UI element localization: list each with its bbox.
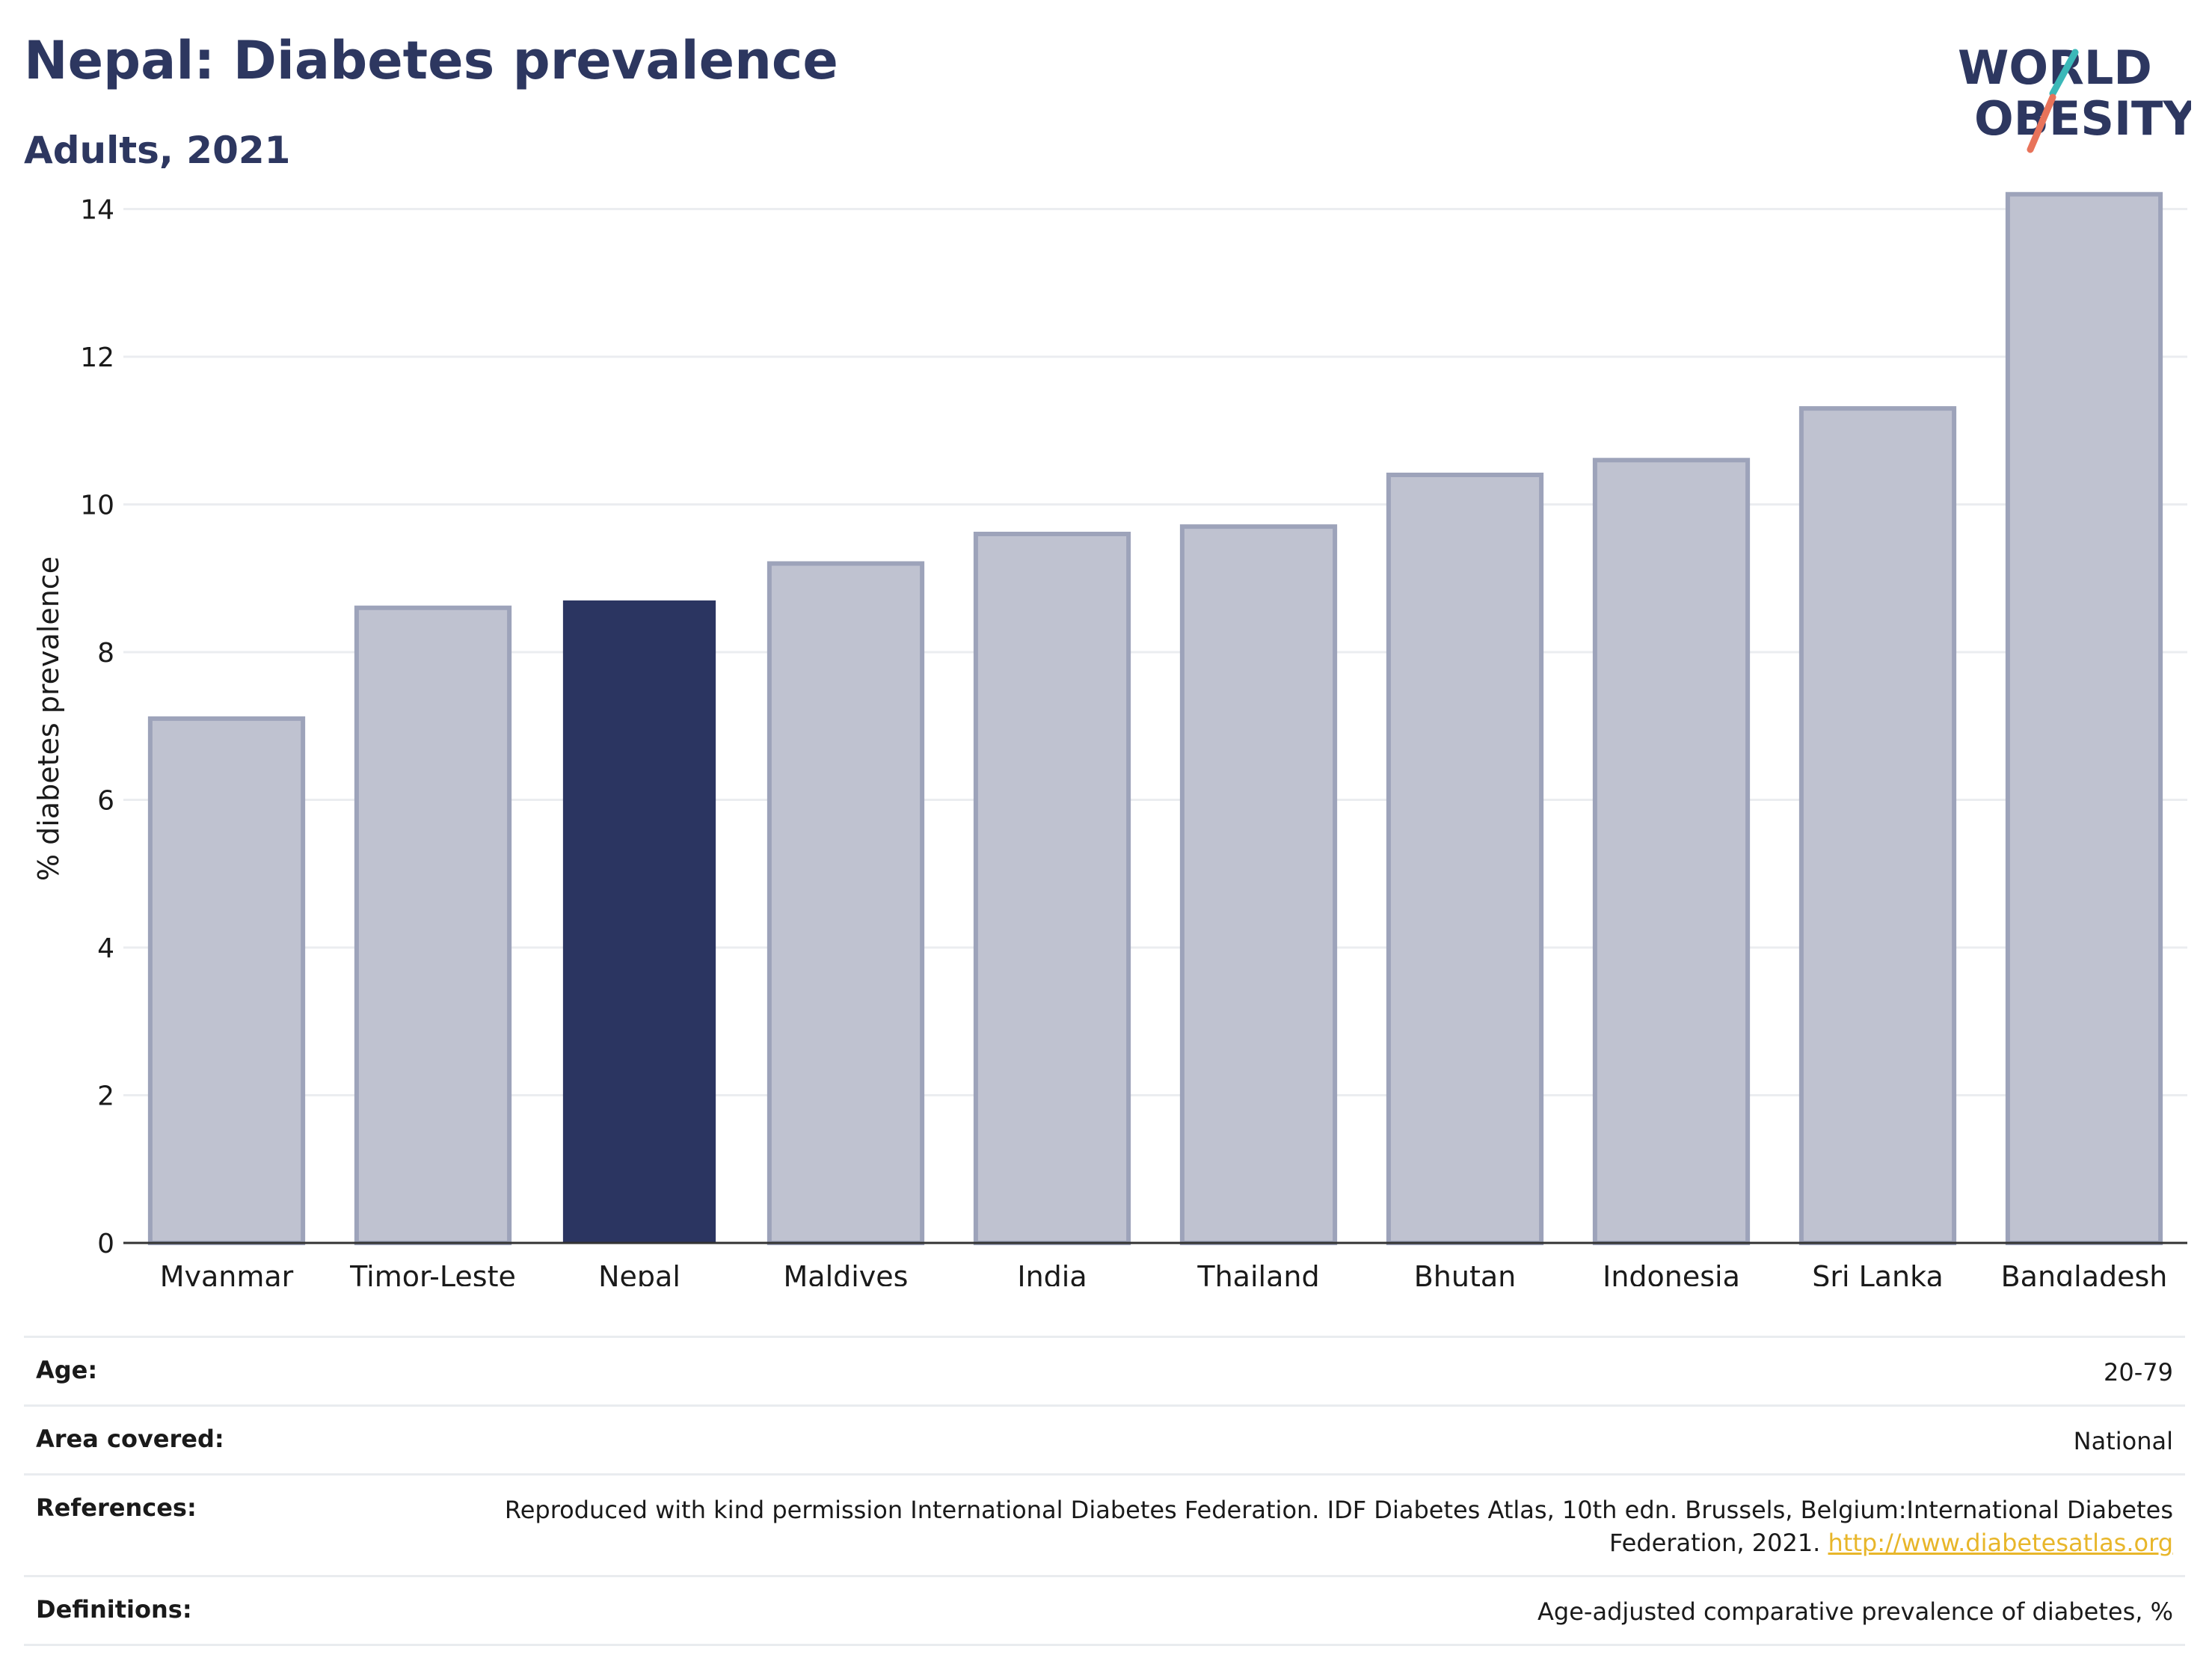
- page-title: Nepal: Diabetes prevalence: [24, 30, 838, 91]
- details-label: Definitions:: [36, 1595, 192, 1624]
- details-label: Area covered:: [36, 1424, 224, 1453]
- x-tick-label: Maldives: [784, 1260, 909, 1286]
- y-axis-label: % diabetes prevalence: [32, 556, 65, 881]
- x-tick-label: Bangladesh: [2001, 1260, 2168, 1286]
- y-tick-label: 6: [97, 786, 114, 817]
- x-tick-label: Nepal: [598, 1260, 681, 1286]
- x-tick-label: Sri Lanka: [1812, 1260, 1944, 1286]
- chart-bars: [147, 191, 2163, 1245]
- x-tick-label: Bhutan: [1414, 1260, 1517, 1286]
- y-tick-label: 8: [97, 638, 114, 669]
- bar-bhutan: [1386, 473, 1544, 1245]
- details-table: Age: 20-79 Area covered: National Refere…: [24, 1336, 2185, 1646]
- bar-bangladesh: [2005, 191, 2163, 1245]
- y-tick-label: 14: [80, 195, 114, 226]
- page-subtitle: Adults, 2021: [24, 129, 291, 172]
- details-row-area: Area covered: National: [24, 1404, 2185, 1473]
- x-axis-ticks: Myanmar Timor-Leste Nepal Maldives India Thai…: [160, 1260, 2168, 1286]
- details-value: Reproduced with kind permission Internat…: [453, 1493, 2173, 1561]
- x-tick-label: Thailand: [1196, 1260, 1319, 1286]
- y-tick-label: 0: [97, 1229, 114, 1259]
- bar-timor-leste: [354, 605, 512, 1245]
- y-tick-label: 12: [80, 343, 114, 373]
- details-value: Age-adjusted comparative prevalence of d…: [1537, 1597, 2173, 1627]
- bar-chart: 0 2 4 6 8 10 12 14 Myanmar Timor-Leste Nepal Maldi…: [32, 191, 2187, 1286]
- details-value: 20-79: [2104, 1358, 2173, 1387]
- x-tick-label: Timor-Leste: [349, 1260, 516, 1286]
- details-row-age: Age: 20-79: [24, 1336, 2185, 1404]
- y-axis-ticks: 0 2 4 6 8 10 12 14: [80, 195, 114, 1260]
- bar-indonesia: [1592, 458, 1751, 1245]
- logo-slash-teal: [2049, 49, 2079, 97]
- bar-india: [973, 532, 1131, 1245]
- bar-nepal: [562, 600, 716, 1243]
- bar-maldives: [766, 561, 925, 1245]
- references-link[interactable]: http://www.diabetesatlas.org: [1828, 1529, 2173, 1558]
- details-row-definitions: Definitions: Age-adjusted comparative pr…: [24, 1575, 2185, 1646]
- details-label: References:: [36, 1493, 197, 1522]
- logo-text-obesity: OBESITY: [1974, 91, 2191, 146]
- bar-myanmar: [147, 716, 306, 1245]
- references-text: Reproduced with kind permission Internat…: [504, 1495, 2173, 1558]
- bar-thailand: [1179, 524, 1338, 1245]
- bar-sri-lanka: [1798, 406, 1957, 1245]
- details-row-references: References: Reproduced with kind permiss…: [24, 1473, 2185, 1576]
- details-label: Age:: [36, 1356, 98, 1384]
- x-tick-label: India: [1017, 1260, 1087, 1286]
- x-tick-label: Indonesia: [1603, 1260, 1740, 1286]
- y-tick-label: 10: [80, 491, 114, 521]
- world-obesity-logo: WORLD OBESITY: [1958, 40, 2191, 153]
- details-value: National: [2073, 1426, 2173, 1455]
- x-tick-label: Myanmar: [160, 1260, 294, 1286]
- y-tick-label: 2: [97, 1081, 114, 1112]
- y-tick-label: 4: [97, 933, 114, 964]
- logo-slash-coral: [2027, 93, 2056, 153]
